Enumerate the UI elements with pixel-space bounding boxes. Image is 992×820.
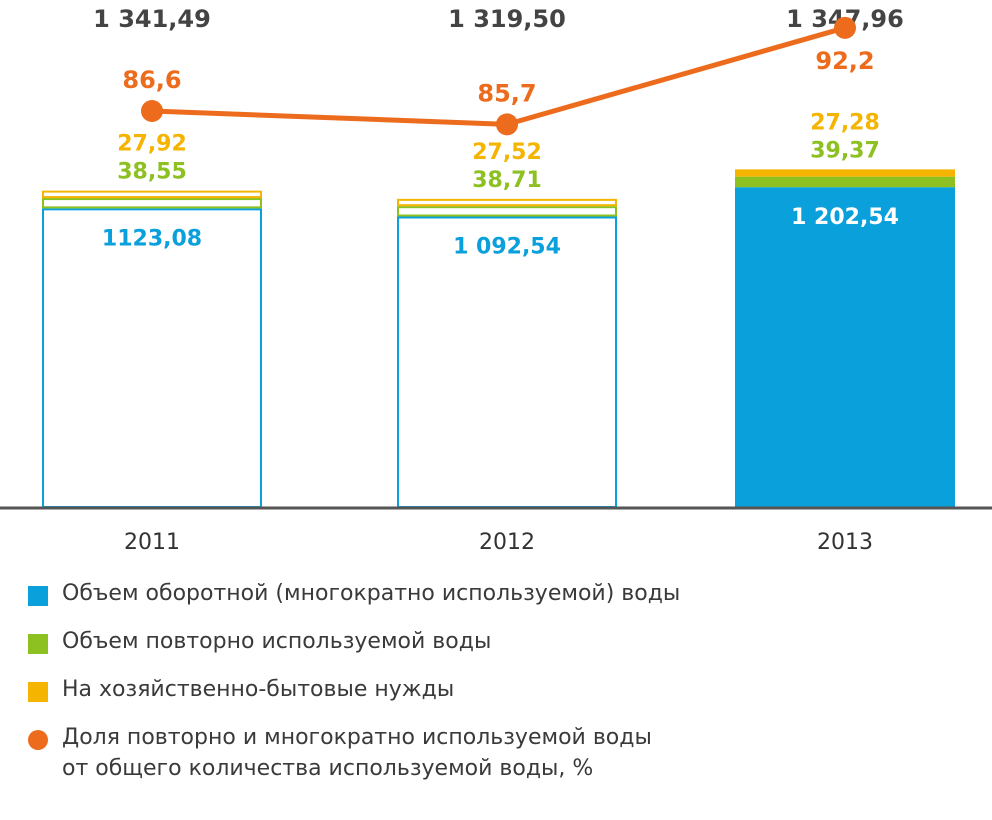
share-point-2011 (141, 99, 163, 122)
legend-label-household: На хозяйственно-бытовые нужды (62, 677, 455, 702)
legend-label-reused: Объем повторно используемой воды (62, 629, 492, 654)
data-label-recycled-2011: 1123,08 (102, 226, 202, 251)
x-tick-label-2011: 2011 (124, 530, 180, 555)
legend-item-reused-water: Объем повторно используемой воды (28, 626, 968, 674)
legend-swatch-recycled (28, 586, 48, 606)
stacked-bar-line-chart: 1123,08 38,55 27,92 1 341,49 2011 1 092,54 38,… (0, 5, 992, 555)
share-point-2013 (834, 16, 856, 39)
bar-2011-household (42, 190, 262, 199)
legend-item-recycled-water: Объем оборотной (многократно используемо… (28, 578, 968, 626)
bar-2011-reused (42, 198, 262, 209)
bar-2013-reused (735, 176, 955, 188)
legend-swatch-share (28, 730, 48, 750)
chart-legend: Объем оборотной (многократно используемо… (28, 578, 968, 794)
data-label-household-2012: 27,52 (472, 140, 542, 165)
share-point-2012 (496, 113, 518, 136)
legend-swatch-household (28, 682, 48, 702)
bar-2013-recycled (735, 187, 955, 508)
data-label-reused-2012: 38,71 (472, 168, 542, 193)
total-label-2011: 1 341,49 (93, 5, 211, 33)
data-label-reused-2013: 39,37 (810, 138, 880, 163)
legend-label-share: Доля повторно и многократно используемой… (62, 725, 652, 781)
data-label-recycled-2012: 1 092,54 (453, 235, 561, 260)
bar-2012-recycled (397, 216, 617, 509)
legend-item-household-needs: На хозяйственно-бытовые нужды (28, 674, 968, 722)
bar-2012-household (397, 198, 617, 207)
data-label-reused-2011: 38,55 (117, 160, 187, 185)
legend-swatch-reused (28, 634, 48, 654)
share-line (151, 25, 846, 127)
share-label-2011: 86,6 (122, 66, 181, 94)
legend-item-share-line: Доля повторно и многократно используемой… (28, 722, 968, 794)
bar-2011-recycled (42, 208, 262, 509)
share-label-2013: 92,2 (815, 47, 874, 75)
data-label-household-2013: 27,28 (810, 110, 880, 135)
share-label-2012: 85,7 (477, 79, 536, 107)
data-label-household-2011: 27,92 (117, 132, 187, 157)
bar-2012-reused (397, 206, 617, 217)
data-label-recycled-2013: 1 202,54 (791, 205, 899, 230)
legend-label-recycled: Объем оборотной (многократно используемо… (62, 581, 681, 606)
total-label-2012: 1 319,50 (448, 5, 566, 33)
x-tick-label-2012: 2012 (479, 530, 535, 555)
x-tick-label-2013: 2013 (817, 530, 873, 555)
bar-2013-household (735, 169, 955, 177)
